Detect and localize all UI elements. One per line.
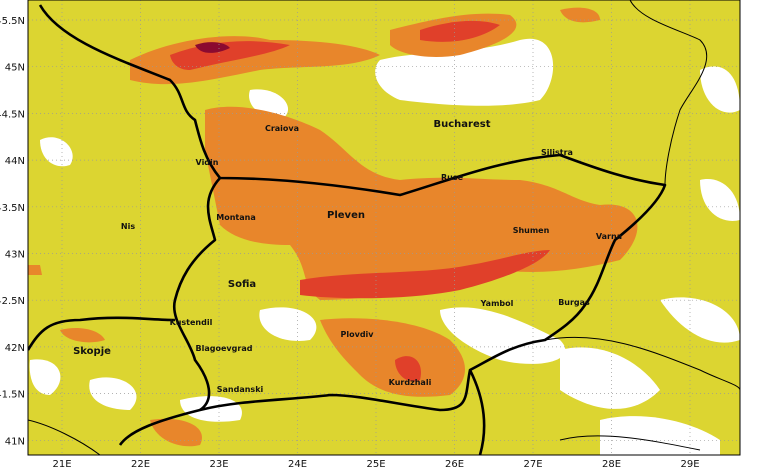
border-line bbox=[468, 369, 486, 455]
lon-label: 25E bbox=[366, 459, 385, 470]
city-label: Skopje bbox=[73, 346, 111, 357]
lat-label: 41.5N bbox=[0, 390, 25, 401]
axis-labels: 45.5N 45N 44.5N 44N 43.5N 43N 42.5N 42N 41.5N 41N… bbox=[0, 16, 700, 470]
lon-label: 23E bbox=[209, 459, 228, 470]
city-label: Sofia bbox=[228, 279, 256, 290]
lon-label: 27E bbox=[523, 459, 542, 470]
grid bbox=[28, 0, 740, 455]
city-label: Varna bbox=[596, 232, 622, 241]
city-label: Blagoevgrad bbox=[196, 344, 253, 353]
city-label: Pleven bbox=[327, 210, 365, 221]
city-label: Ruse bbox=[441, 173, 464, 182]
border-line bbox=[544, 336, 740, 391]
map-frame bbox=[27, 0, 741, 456]
lon-label: 28E bbox=[602, 459, 621, 470]
city-label: Kurdzhali bbox=[389, 378, 432, 387]
city-label: Plovdiv bbox=[341, 330, 375, 339]
white-areas bbox=[29, 38, 740, 455]
city-label: Nis bbox=[121, 222, 135, 231]
lat-label: 45N bbox=[5, 63, 25, 74]
lat-label: 42.5N bbox=[0, 296, 25, 307]
lat-label: 43N bbox=[5, 250, 25, 261]
border-line bbox=[629, 0, 708, 186]
city-label: Shumen bbox=[513, 226, 550, 235]
lon-label: 29E bbox=[680, 459, 699, 470]
lat-label: 44.5N bbox=[0, 109, 25, 120]
city-label: Montana bbox=[216, 213, 255, 222]
city-label: Silistra bbox=[541, 148, 573, 157]
city-label: Vidin bbox=[196, 158, 219, 167]
city-label: Yambol bbox=[480, 299, 514, 308]
city-label: Bucharest bbox=[434, 119, 491, 130]
border-line bbox=[172, 177, 221, 412]
border-line bbox=[38, 4, 667, 446]
map-field: Craiova Bucharest Vidin Silistra Ruse Mo… bbox=[28, 0, 740, 455]
lat-label: 45.5N bbox=[0, 16, 25, 27]
lon-label: 21E bbox=[52, 459, 71, 470]
lat-label: 44N bbox=[5, 156, 25, 167]
city-label: Kustendil bbox=[170, 318, 213, 327]
border-line bbox=[559, 435, 701, 451]
lon-label: 22E bbox=[131, 459, 150, 470]
city-label: Craiova bbox=[265, 124, 299, 133]
city-label: Burgas bbox=[558, 298, 590, 307]
lat-label: 43.5N bbox=[0, 203, 25, 214]
lon-label: 24E bbox=[288, 459, 307, 470]
lat-label: 41N bbox=[5, 436, 25, 447]
dark-red-area bbox=[195, 42, 230, 53]
lon-label: 26E bbox=[445, 459, 464, 470]
lat-label: 42N bbox=[5, 343, 25, 354]
border-line bbox=[28, 316, 176, 351]
border-line bbox=[28, 419, 101, 455]
city-label: Sandanski bbox=[217, 385, 264, 394]
